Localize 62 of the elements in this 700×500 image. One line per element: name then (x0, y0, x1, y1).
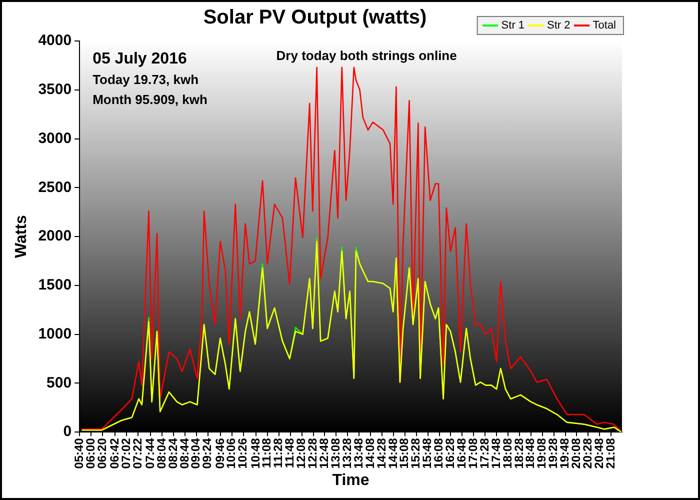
x-tick-label: 15:28 (408, 438, 423, 469)
x-tick-label: 19:48 (558, 438, 572, 469)
annotation: Month 95.909, kwh (92, 92, 208, 108)
x-tick-label: 15:48 (420, 438, 434, 469)
x-tick-label: 12:28 (306, 438, 320, 469)
x-tick-label: 13:48 (351, 438, 366, 469)
x-tick-label: 06:42 (107, 438, 122, 469)
x-tick-label: 15:08 (397, 438, 412, 469)
legend-label: Str 2 (547, 20, 570, 32)
y-tick-label: 3000 (38, 130, 72, 147)
x-tick-label: 05:40 (72, 438, 86, 469)
x-tick-label: 12:08 (294, 438, 308, 469)
y-tick-label: 1000 (38, 325, 72, 342)
y-tick-label: 3500 (38, 81, 72, 98)
x-tick-label: 16:08 (432, 438, 446, 469)
legend-label: Total (592, 20, 616, 32)
x-tick-label: 14:48 (386, 438, 400, 469)
x-axis-title: Time (332, 472, 370, 489)
x-tick-label: 20:08 (569, 438, 584, 469)
x-tick-label: 18:48 (523, 438, 538, 469)
y-tick-label: 2500 (38, 178, 72, 196)
x-tick-label: 17:28 (477, 438, 492, 469)
y-tick-label: 2000 (38, 228, 72, 245)
x-tick-label: 11:48 (282, 438, 297, 468)
y-tick-label: 1500 (38, 276, 72, 294)
x-tick-label: 10:48 (248, 438, 262, 469)
x-tick-label: 16:28 (443, 438, 458, 469)
y-tick-label: 500 (46, 374, 72, 392)
x-tick-label: 08:44 (177, 438, 192, 469)
x-tick-label: 10:06 (224, 438, 238, 469)
x-tick-label: 09:24 (200, 438, 214, 469)
x-tick-label: 09:46 (212, 438, 227, 469)
x-tick-label: 09:04 (188, 438, 203, 469)
x-tick-label: 21:08 (603, 438, 618, 469)
legend-label: Str 1 (501, 20, 525, 32)
x-tick-label: 19:08 (534, 438, 549, 469)
x-tick-label: 17:48 (488, 438, 503, 469)
y-tick-label: 4000 (38, 32, 72, 50)
x-tick-label: 06:20 (94, 438, 109, 469)
x-tick-label: 14:08 (362, 438, 377, 469)
annotation: 05 July 2016 (92, 50, 187, 68)
x-tick-label: 07:22 (130, 438, 144, 469)
x-tick-label: 10:26 (236, 438, 250, 469)
x-tick-label: 08:24 (166, 438, 180, 469)
y-tick-label: 0 (63, 423, 72, 440)
x-tick-label: 08:04 (154, 438, 168, 469)
annotation: Today 19.73, kwh (92, 72, 199, 88)
x-tick-label: 13:28 (340, 438, 354, 469)
x-tick-label: 14:28 (374, 438, 388, 469)
x-tick-label: 07:02 (118, 438, 133, 469)
x-tick-label: 17:08 (466, 438, 480, 469)
x-tick-label: 11:08 (260, 438, 274, 468)
x-tick-label: 16:48 (454, 438, 468, 469)
y-axis-title: Watts (13, 214, 30, 258)
x-tick-label: 07:44 (142, 438, 157, 469)
x-tick-label: 11:28 (271, 438, 286, 468)
x-tick-label: 19:28 (546, 438, 560, 469)
chart-title: Solar PV Output (watts) (203, 6, 427, 29)
x-tick-label: 06:00 (83, 438, 98, 469)
annotation: Dry today both strings online (276, 48, 457, 64)
x-tick-label: 18:28 (512, 438, 526, 469)
x-tick-label: 18:08 (500, 438, 514, 469)
